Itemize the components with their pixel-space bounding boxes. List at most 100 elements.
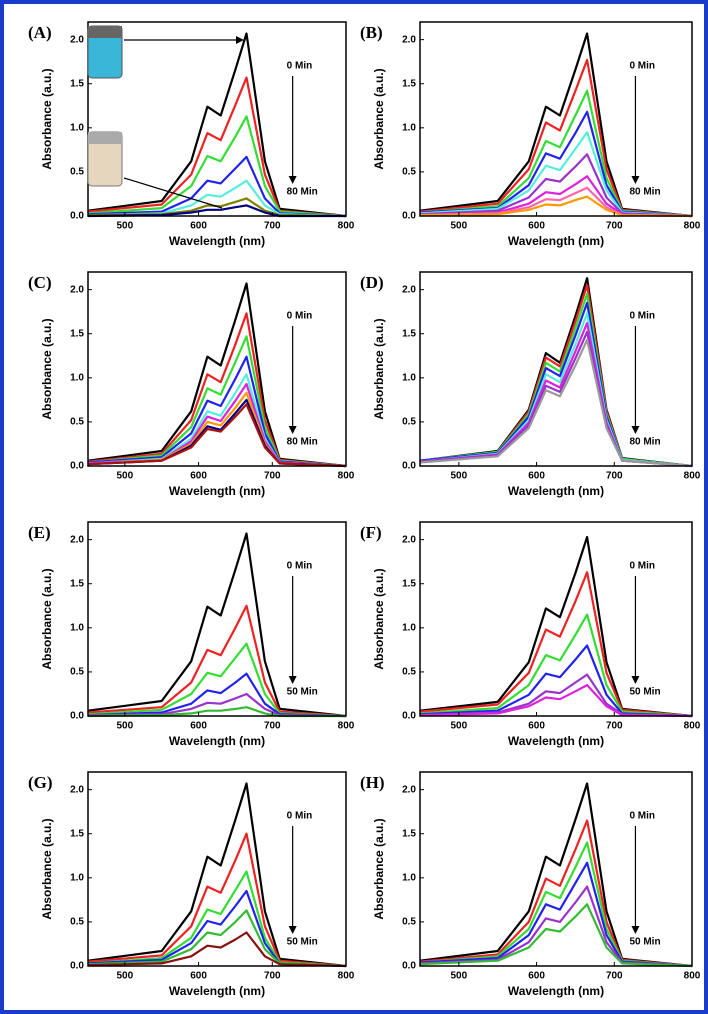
y-tick-label: 1.5 [70,578,84,589]
y-tick-label: 2.0 [402,784,416,795]
y-tick-label: 0.0 [402,711,416,722]
spectrum-line [87,870,347,968]
spectrum-line [419,58,693,218]
y-tick-label: 2.0 [70,784,84,795]
y-tick-label: 1.0 [402,872,416,883]
plot-frame [87,21,347,217]
time-arrowhead [288,926,297,934]
y-tick-label: 1.0 [402,372,416,383]
y-tick-label: 0.5 [402,917,416,928]
y-tick-label: 1.0 [402,622,416,633]
time-arrowhead [631,176,640,184]
spectrum-line [87,282,347,468]
spectrum-line [87,909,347,968]
y-tick-label: 1.0 [70,622,84,633]
y-tick-label: 1.0 [70,872,84,883]
y-tick-label: 0.5 [70,917,84,928]
spectrum-line [87,32,347,218]
x-axis-label: Wavelength (nm) [169,984,265,998]
y-tick-label: 2.0 [402,534,416,545]
x-tick-label: 800 [684,221,701,232]
y-tick-label: 2.0 [402,284,416,295]
y-tick-label: 0.5 [402,667,416,678]
spectrum-line [87,355,347,468]
plot-frame [419,271,693,467]
x-tick-label: 600 [528,471,545,482]
spectrum-line [419,841,693,968]
x-tick-label: 700 [606,971,623,982]
x-tick-label: 600 [190,971,207,982]
spectrum-line [419,819,693,968]
y-tick-label: 1.5 [402,328,416,339]
x-tick-label: 600 [528,221,545,232]
x-tick-label: 800 [338,221,355,232]
time-arrowhead [288,176,297,184]
spectrum-line [87,832,347,968]
x-tick-label: 500 [117,971,134,982]
y-axis-label: Absorbance (a.u.) [372,68,386,169]
time-arrowhead [631,676,640,684]
x-tick-label: 600 [190,721,207,732]
y-tick-label: 0.5 [402,417,416,428]
x-axis-label: Wavelength (nm) [169,234,265,248]
y-tick-label: 2.0 [402,34,416,45]
y-tick-label: 1.5 [70,328,84,339]
x-tick-label: 500 [451,471,468,482]
spectrum-line [87,642,347,718]
spectrum-line [87,604,347,718]
panel-label: (G) [28,773,53,792]
annotation: 0 Min [287,311,313,322]
spectrum-line [419,186,693,218]
spectrum-line [87,76,347,218]
spectrum-line [419,613,693,718]
time-arrowhead [288,426,297,434]
y-tick-label: 0.0 [402,961,416,972]
y-tick-label: 2.0 [70,284,84,295]
y-tick-label: 1.5 [70,78,84,89]
panel-label: (F) [360,523,382,542]
x-tick-label: 700 [606,721,623,732]
annotation: 50 Min [629,687,660,698]
annotation: 0 Min [629,811,655,822]
spectrum-line [87,672,347,718]
y-tick-label: 0.0 [402,211,416,222]
annotation: 80 Min [287,187,318,198]
spectrum-line [419,153,693,218]
panel-label: (C) [28,273,52,292]
vial-cap [88,26,122,38]
y-tick-label: 0.5 [70,167,84,178]
x-tick-label: 500 [117,721,134,732]
inset-arrowhead [236,36,244,44]
annotation: 80 Min [629,437,660,448]
x-axis-label: Wavelength (nm) [508,234,604,248]
annotation: 0 Min [629,561,655,572]
y-tick-label: 2.0 [70,34,84,45]
spectrum-line [419,673,693,718]
spectrum-line [419,903,693,968]
annotation: 0 Min [287,811,313,822]
plot-frame [419,521,693,717]
x-tick-label: 500 [451,721,468,732]
x-axis-label: Wavelength (nm) [169,734,265,748]
spectrum-line [87,179,347,218]
x-tick-label: 700 [264,971,281,982]
plot-frame [419,21,693,217]
y-tick-label: 0.0 [70,461,84,472]
annotation: 50 Min [629,937,660,948]
y-axis-label: Absorbance (a.u.) [40,68,54,169]
panel-label: (B) [360,23,383,42]
annotation: 0 Min [287,61,313,72]
vial-cap [88,132,122,144]
y-tick-label: 1.5 [402,78,416,89]
annotation: 50 Min [287,937,318,948]
time-arrowhead [631,926,640,934]
y-tick-label: 1.0 [402,122,416,133]
x-tick-label: 600 [528,721,545,732]
x-tick-label: 600 [528,971,545,982]
x-tick-label: 800 [684,721,701,732]
y-axis-label: Absorbance (a.u.) [372,818,386,919]
time-arrowhead [288,676,297,684]
y-axis-label: Absorbance (a.u.) [372,568,386,669]
panel-label: (E) [28,523,51,542]
y-axis-label: Absorbance (a.u.) [372,318,386,419]
